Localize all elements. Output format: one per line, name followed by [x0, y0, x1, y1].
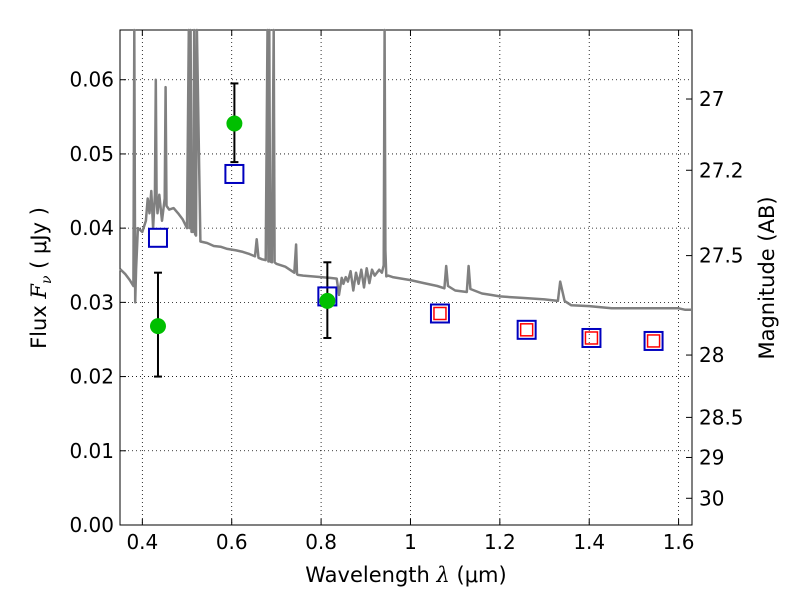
y2-tick-label: 27.5 [699, 244, 744, 268]
model-square-blue [224, 163, 245, 184]
plot-frame [119, 29, 693, 526]
y2-tick-label: 27.2 [699, 158, 744, 182]
x-tick-label: 1.2 [484, 530, 516, 554]
y-tick-label: 0.05 [69, 142, 114, 166]
observed-point [226, 115, 243, 132]
model-square-red [519, 323, 534, 337]
model-square-blue [643, 330, 664, 351]
y-tick-label: 0.04 [69, 216, 114, 240]
model-square-blue [581, 327, 602, 348]
grid-lines [120, 30, 692, 526]
y2-tick-label: 28.5 [699, 405, 744, 429]
y-tick-label: 0.01 [69, 439, 114, 463]
observed-point [149, 318, 166, 335]
model-square-red [584, 331, 599, 345]
y2-tick-label: 29 [699, 445, 724, 469]
y2-axis-label: Magnitude (AB) [755, 196, 779, 359]
model-square-blue [429, 303, 450, 324]
spectrum-series [119, 28, 692, 312]
y2-tick-label: 30 [699, 486, 724, 510]
observed-point [319, 292, 336, 309]
y-tick-label: 0.00 [69, 513, 114, 537]
y-tick-label: 0.06 [69, 68, 114, 92]
x-tick-label: 1.6 [663, 530, 695, 554]
point-series [147, 115, 664, 351]
model-square-blue [147, 227, 168, 248]
x-tick-label: 0.4 [126, 530, 158, 554]
x-tick-label: 0.6 [216, 530, 248, 554]
y2-tick-label: 28 [699, 343, 724, 367]
model-square-red [433, 306, 447, 321]
x-axis-label: Wavelength λ (μm) [305, 563, 506, 587]
y-tick-label: 0.02 [69, 365, 114, 389]
errorbar-series [153, 82, 332, 378]
model-square-red [646, 334, 661, 348]
x-tick-label: 1 [404, 530, 417, 554]
model-square-blue [516, 319, 537, 340]
y2-tick-label: 27 [699, 87, 724, 111]
spectrum-line [119, 28, 692, 312]
axis-ticks: 0.4 0.6 0.8 1 1.2 1.4 1.6 0.00 0.01 0.02 0.03 0.04 0… [69, 30, 744, 554]
x-tick-label: 0.8 [305, 530, 337, 554]
y-axis-label: Flux Fν ( μJy ) [27, 207, 55, 349]
x-tick-label: 1.4 [573, 530, 605, 554]
y-tick-label: 0.03 [69, 290, 114, 314]
